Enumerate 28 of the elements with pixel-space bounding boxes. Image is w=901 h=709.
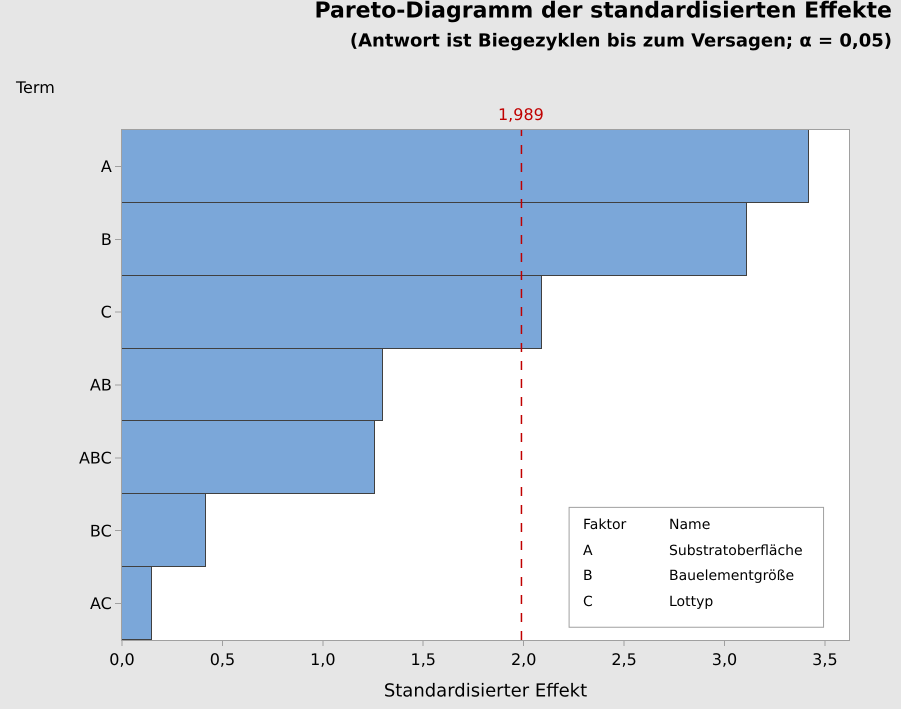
annotation: Lottyp <box>669 594 714 610</box>
y-tick-label: ABC <box>78 448 112 468</box>
y-tick-label: AB <box>90 376 112 395</box>
y-tick-label: AC <box>90 594 112 614</box>
chart-subtitle: (Antwort ist Biegezyklen bis zum Versagen; α = 0,05) <box>350 30 892 52</box>
annotation: Name <box>669 517 710 533</box>
y-tick-label: C <box>100 302 112 322</box>
y-tick-label: A <box>100 157 112 176</box>
x-tick-label: 2,5 <box>611 650 637 670</box>
annotation: B <box>583 568 593 584</box>
x-tick-label: 3,0 <box>712 650 738 670</box>
x-tick-label: 2,0 <box>510 650 536 670</box>
annotation: A <box>583 543 593 559</box>
annotation: Substratoberfläche <box>669 543 803 559</box>
x-tick-label: 1,5 <box>410 650 436 670</box>
x-axis-title: Standardisierter Effekt <box>384 680 588 702</box>
x-tick-label: 1,0 <box>310 650 336 670</box>
x-tick-label: 0,0 <box>109 650 135 670</box>
ref-line-label: 1,989 <box>498 105 544 124</box>
y-tick-label: B <box>100 230 112 249</box>
annotation: C <box>583 594 593 610</box>
annotation: Bauelementgröße <box>669 568 794 584</box>
chart-title: Pareto-Diagramm der standardisierten Effekte <box>314 0 892 24</box>
y-axis-title: Term <box>15 78 55 97</box>
x-tick-label: 3,5 <box>812 650 838 670</box>
annotation: Faktor <box>583 517 627 533</box>
x-tick-label: 0,5 <box>210 650 236 670</box>
y-tick-label: BC <box>90 521 112 540</box>
